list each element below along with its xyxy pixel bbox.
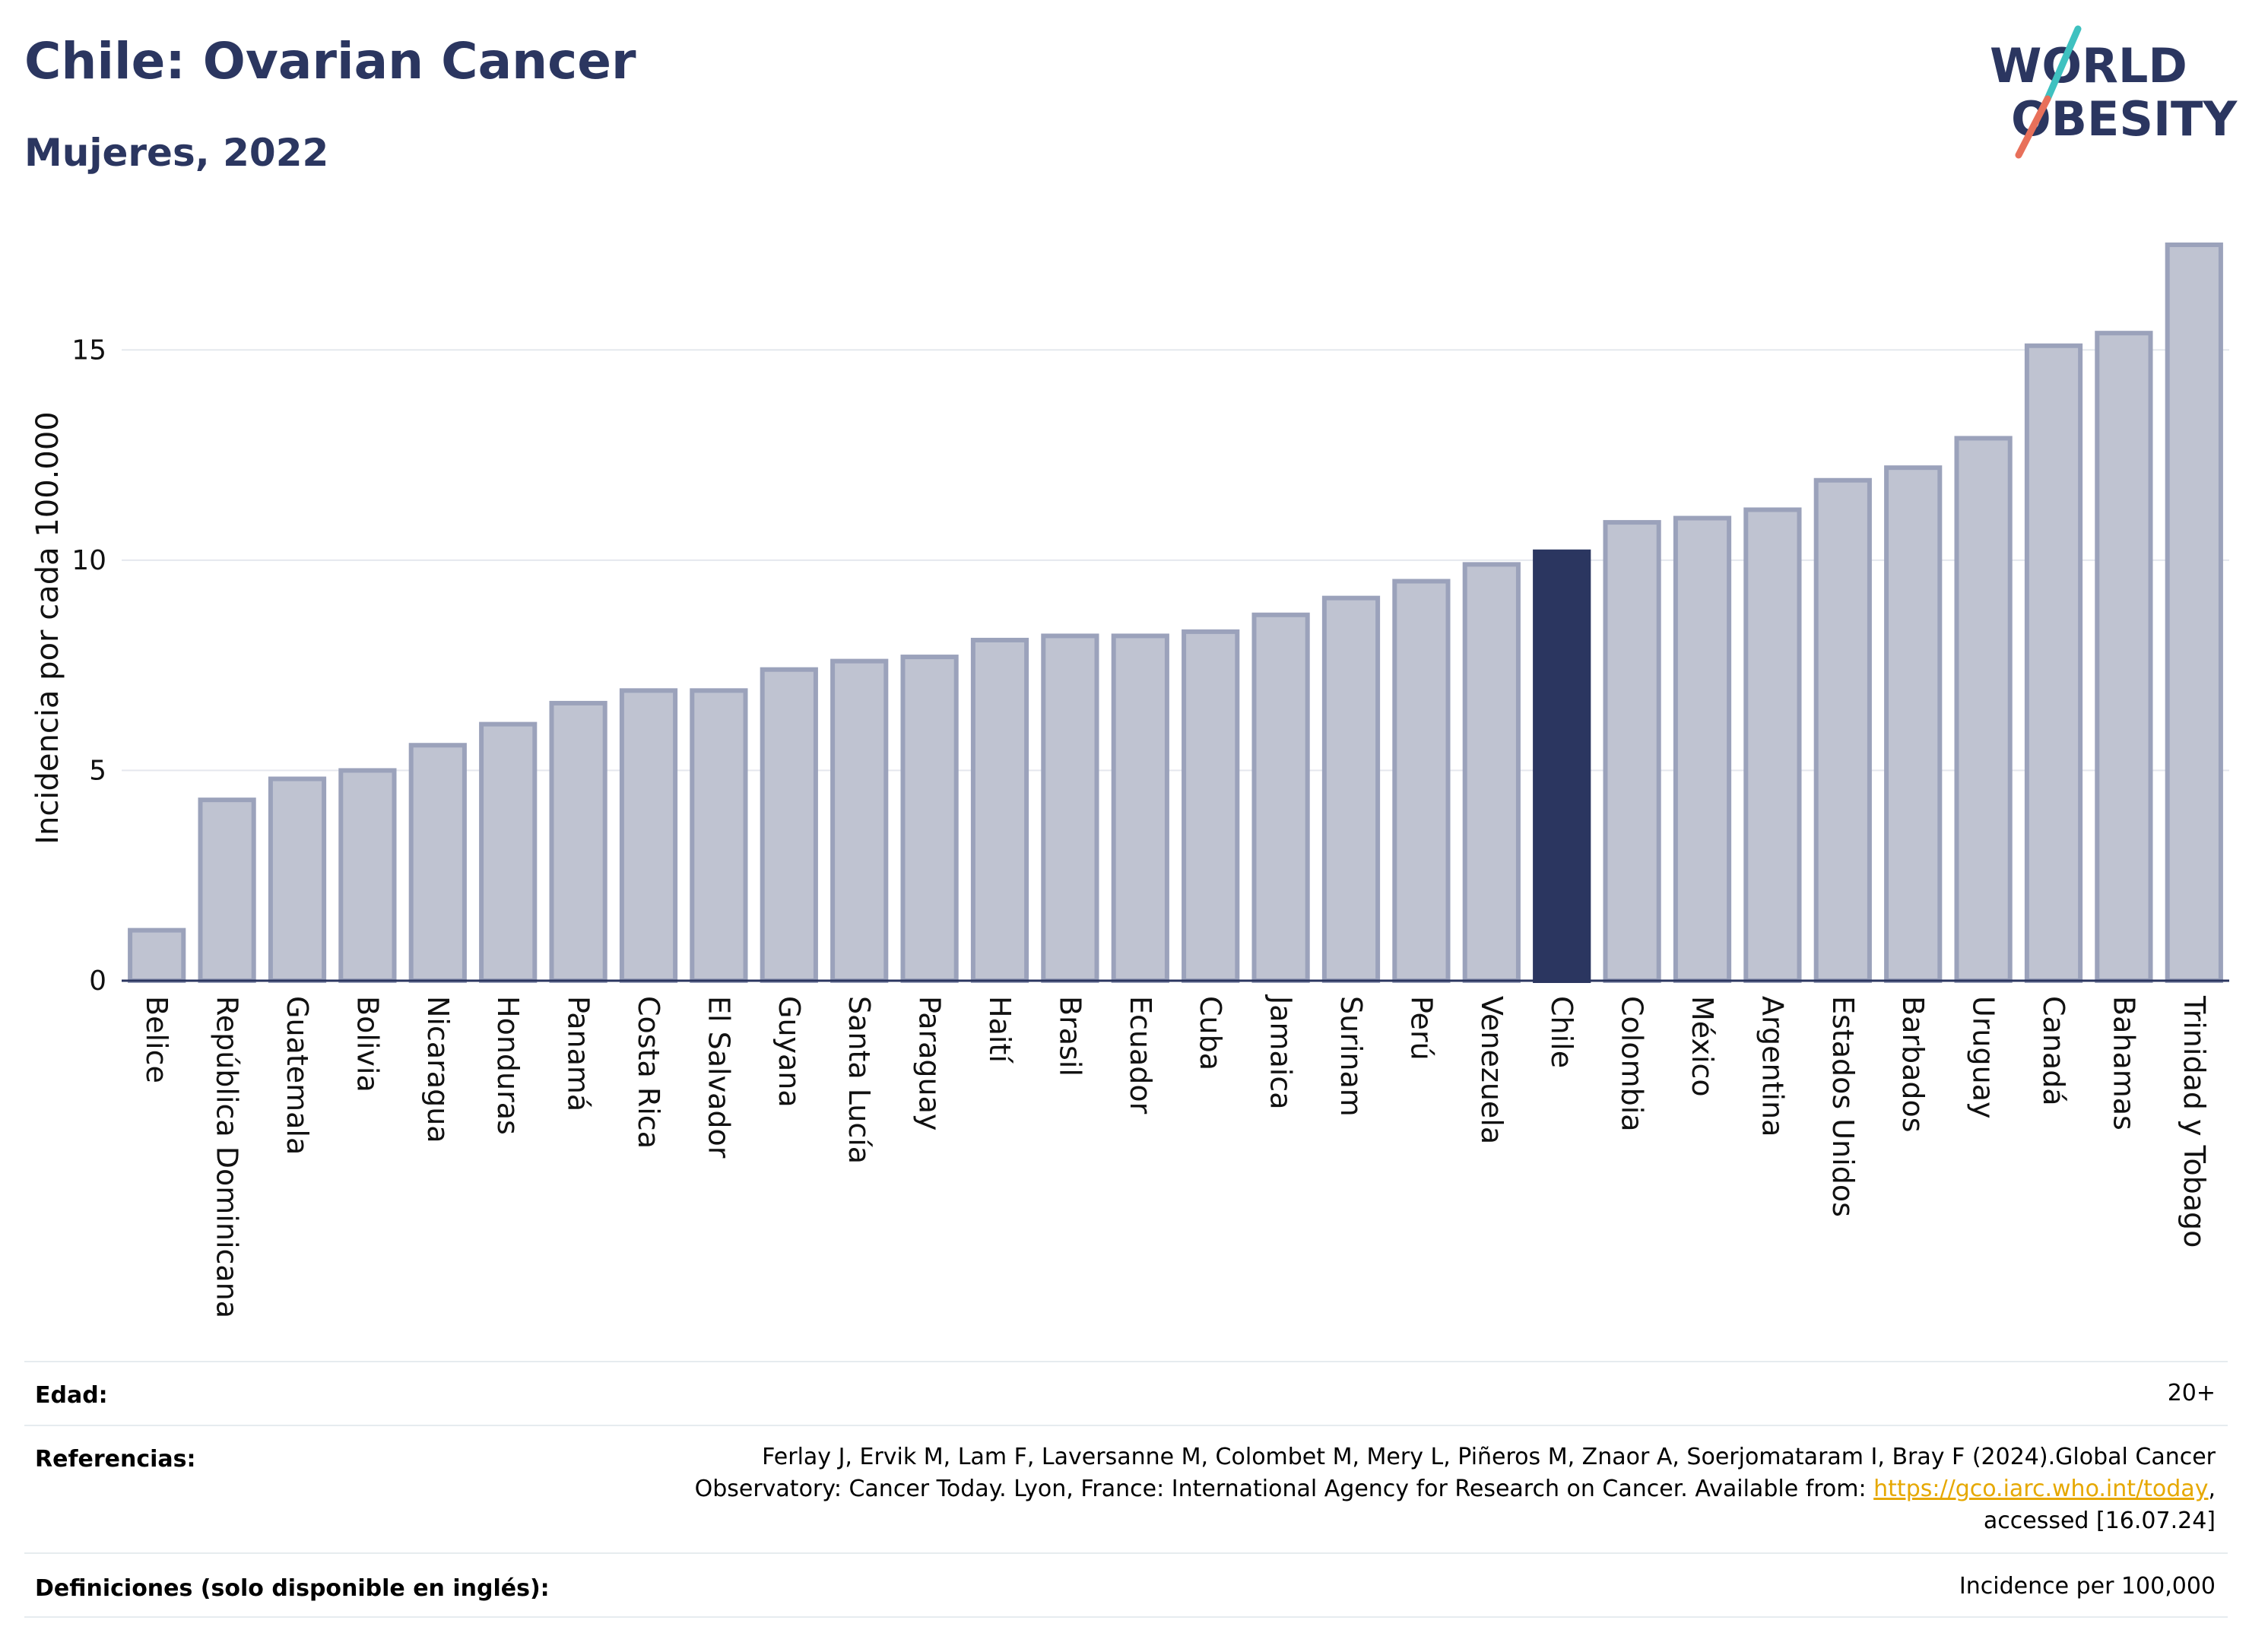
bar-chile[interactable] [1533, 549, 1591, 983]
x-tick-label: Costa Rica [632, 996, 665, 1149]
bar-jamaica[interactable] [1251, 612, 1310, 983]
bar-santa-lucía[interactable] [830, 658, 889, 984]
x-tick-label: Argentina [1756, 996, 1789, 1137]
y-tick-label: 5 [89, 755, 106, 786]
footer-divider [24, 1616, 2228, 1618]
x-tick-label: Uruguay [1967, 996, 2000, 1119]
x-tick-label: El Salvador [702, 996, 735, 1159]
x-tick-label: Haití [983, 996, 1017, 1064]
bar-bahamas[interactable] [2095, 331, 2153, 984]
x-tick-label: Brasil [1053, 996, 1086, 1076]
chart-title: Chile: Ovarian Cancer [24, 32, 636, 90]
bar-uruguay[interactable] [1954, 436, 2013, 983]
references-text: Ferlay J, Ervik M, Lam F, Laversanne M, … [695, 1441, 2216, 1537]
x-tick-label: Paraguay [913, 996, 947, 1130]
bar-paraguay[interactable] [900, 655, 959, 984]
bar-bolivia[interactable] [338, 768, 397, 984]
bar-chart: 0 5 10 15 Incidencia por cada 100.000 Belice… [30, 243, 2229, 1318]
x-tick-label: Surinam [1334, 996, 1368, 1117]
definitions-value: Incidence per 100,000 [1959, 1573, 2216, 1600]
references-link[interactable]: https://gco.iarc.who.int/today [1873, 1476, 2209, 1502]
bar-venezuela[interactable] [1462, 562, 1521, 983]
x-tick-label: Canadá [2037, 996, 2070, 1106]
bar-panamá[interactable] [549, 700, 607, 983]
x-tick-label: Guyana [772, 996, 806, 1108]
grid-lines [122, 349, 2229, 772]
bar-haití[interactable] [970, 637, 1029, 983]
y-tick-label: 15 [71, 335, 106, 366]
x-tick-label: Guatemala [281, 996, 314, 1155]
x-tick-label: Panamá [562, 996, 595, 1111]
x-tick-label: Barbados [1896, 996, 1930, 1133]
bar-el-salvador[interactable] [690, 688, 748, 983]
x-tick-label: Jamaica [1264, 994, 1298, 1110]
footer-divider [24, 1361, 2228, 1362]
logo-slash-coral [2015, 95, 2051, 159]
bar-méxico[interactable] [1673, 515, 1732, 983]
logo-text-world: WORLD [1990, 38, 2187, 94]
category-labels: Belice República Dominicana Guatemala Boliv… [140, 994, 2211, 1318]
references-line-2-suffix: , [2208, 1476, 2216, 1502]
x-tick-label: Trinidad y Tobago [2178, 995, 2211, 1248]
references-line-2-text: Observatory: Cancer Today. Lyon, France:… [694, 1476, 1874, 1502]
footer-divider [24, 1425, 2228, 1426]
x-tick-label: Perú [1404, 996, 1438, 1061]
bar-cuba[interactable] [1182, 629, 1240, 983]
x-tick-label: Cuba [1194, 996, 1227, 1070]
bar-barbados[interactable] [1884, 465, 1943, 983]
age-label: Edad: [35, 1382, 108, 1409]
bar-perú[interactable] [1392, 579, 1451, 983]
y-axis-title: Incidencia por cada 100.000 [30, 411, 65, 845]
bar-guyana[interactable] [760, 667, 818, 983]
world-obesity-logo: WORLD OBESITY [1990, 25, 2238, 159]
references-line-2: Observatory: Cancer Today. Lyon, France:… [695, 1473, 2216, 1505]
x-tick-label: México [1686, 996, 1719, 1097]
axes: 0 5 10 15 Incidencia por cada 100.000 [30, 335, 2229, 997]
references-label: Referencias: [35, 1446, 196, 1473]
x-tick-label: Santa Lucía [842, 996, 876, 1164]
age-value: 20+ [2167, 1380, 2216, 1406]
x-tick-label: República Dominicana [211, 996, 244, 1318]
bar-colombia[interactable] [1603, 520, 1661, 983]
bar-canadá[interactable] [2024, 343, 2083, 983]
bar-nicaragua[interactable] [408, 743, 467, 983]
bar-argentina[interactable] [1743, 507, 1802, 983]
x-tick-label: Chile [1545, 996, 1578, 1068]
x-tick-label: Nicaragua [421, 996, 455, 1143]
footer-divider [24, 1552, 2228, 1554]
y-tick-label: 0 [89, 966, 106, 997]
bar-honduras[interactable] [479, 721, 538, 984]
bar-belice[interactable] [128, 927, 186, 983]
logo-slash-teal [2044, 25, 2082, 103]
chart-subtitle: Mujeres, 2022 [24, 131, 329, 175]
y-tick-label: 10 [71, 545, 106, 576]
references-line-1: Ferlay J, Ervik M, Lam F, Laversanne M, … [762, 1444, 2216, 1470]
x-tick-label: Honduras [491, 996, 525, 1135]
x-tick-label: Ecuador [1124, 996, 1157, 1115]
x-tick-label: Colombia [1616, 996, 1649, 1132]
x-tick-label: Estados Unidos [1826, 996, 1860, 1217]
bar-brasil[interactable] [1041, 633, 1099, 983]
bar-estados-unidos[interactable] [1813, 477, 1872, 983]
references-line-3: accessed [16.07.24] [1983, 1508, 2216, 1534]
bar-ecuador[interactable] [1111, 633, 1169, 983]
bar-república-dominicana[interactable] [198, 797, 256, 983]
definitions-label: Definiciones (solo disponible en inglés)… [35, 1575, 550, 1602]
x-tick-label: Venezuela [1475, 996, 1508, 1144]
x-tick-label: Belice [140, 996, 173, 1083]
bar-trinidad-y-tobago[interactable] [2165, 243, 2223, 983]
bars [128, 243, 2223, 984]
x-tick-label: Bahamas [2107, 996, 2140, 1130]
bar-surinam[interactable] [1321, 595, 1381, 983]
bar-costa-rica[interactable] [619, 688, 678, 983]
x-tick-label: Bolivia [351, 996, 384, 1092]
bar-guatemala[interactable] [268, 776, 327, 984]
